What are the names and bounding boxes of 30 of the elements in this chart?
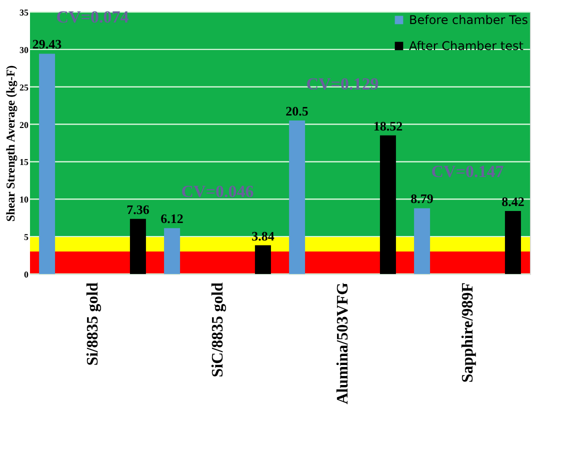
x-tick-label: Alumina/503VFG [334,282,352,404]
bar [254,245,271,274]
y-tick-label: 10 [20,194,29,205]
data-label: 29.43 [32,36,62,52]
legend-label: Before chamber Tes [409,13,528,27]
bar [380,135,396,274]
bar [289,120,306,274]
bar [164,228,180,274]
y-tick-label: 15 [20,157,29,168]
y-tick-label: 30 [20,44,29,55]
annotation: CV=0.147 [431,162,504,182]
data-label: 20.5 [286,104,309,119]
bar [504,210,521,274]
data-label: 6.12 [160,211,184,226]
bar [130,218,146,274]
y-tick-label: 35 [20,8,29,18]
x-tick-label: Sapphire/989F [460,282,476,383]
data-label: 7.36 [126,202,150,217]
data-label: 3.84 [252,228,275,244]
x-tick-label: Si/8835 gold [84,282,102,366]
annotation: CV=0.046 [181,182,254,202]
y-axis-title: Shear Strength Average (kg-F) [4,65,18,222]
y-tick-label: 25 [20,82,29,92]
y-tick-label: 20 [20,120,29,130]
bar [414,208,430,274]
y-tick-label: 5 [24,232,29,242]
x-tick-label: SiC/8835 gold [210,282,226,378]
annotation: CV=0.074 [56,8,130,27]
bar [39,54,56,274]
y-tick-label: 0 [24,270,29,280]
